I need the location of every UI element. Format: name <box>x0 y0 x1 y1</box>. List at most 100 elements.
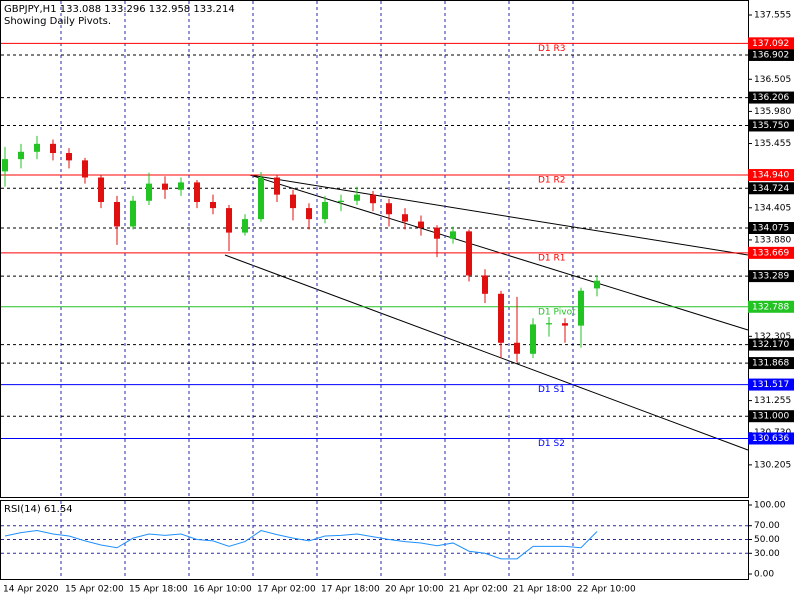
candle-body <box>18 151 24 160</box>
level-box <box>748 338 794 351</box>
y-tick-label: 136.505 <box>754 75 791 85</box>
candle-body <box>466 231 472 276</box>
candle-body <box>450 231 456 239</box>
candle-body <box>82 160 88 178</box>
main-frame <box>0 0 749 498</box>
pivot-label: 134.940 <box>752 171 789 181</box>
candle-body <box>386 203 392 215</box>
level-box <box>748 91 794 104</box>
pivot-box <box>748 378 794 391</box>
candle-body <box>530 324 536 354</box>
pivot-box <box>748 246 794 259</box>
candle-body <box>402 214 408 222</box>
candle-body <box>50 143 56 154</box>
candle-body <box>338 200 344 202</box>
x-tick-label: 14 Apr 2020 <box>3 585 59 595</box>
x-tick-label: 21 Apr 02:00 <box>449 585 508 595</box>
y-tick-label: 131.255 <box>754 396 791 406</box>
pivot-name: D1 Pivot <box>538 307 576 317</box>
x-tick-label: 20 Apr 10:00 <box>385 585 444 595</box>
pivot-name: D1 R1 <box>538 253 566 263</box>
candle-body <box>66 153 72 161</box>
pivot-label: 131.517 <box>752 380 789 390</box>
level-box <box>748 270 794 283</box>
candle-body <box>210 201 216 209</box>
y-tick-label: 135.980 <box>754 107 791 117</box>
rsi-title: RSI(14) 61.54 <box>4 504 73 515</box>
candle-body <box>322 201 328 220</box>
y-tick-label: 132.305 <box>754 332 791 342</box>
rsi-tick-label: 50.00 <box>754 535 780 545</box>
x-tick-label: 17 Apr 02:00 <box>257 585 316 595</box>
level-label: 135.750 <box>752 121 789 131</box>
level-box <box>748 410 794 423</box>
candle-body <box>594 280 600 289</box>
level-box <box>748 357 794 370</box>
trend-line <box>224 254 749 451</box>
x-tick-label: 22 Apr 10:00 <box>577 585 636 595</box>
candle-body <box>226 208 232 233</box>
y-tick-label: 130.205 <box>754 460 791 470</box>
candle-body <box>242 219 248 233</box>
candle-body <box>274 177 280 195</box>
rsi-tick-label: 70.00 <box>754 521 780 531</box>
candle-body <box>146 183 152 201</box>
y-tick-label: 134.405 <box>754 203 791 213</box>
chart-subtitle: Showing Daily Pivots. <box>4 16 111 27</box>
candle-body <box>370 194 376 204</box>
x-tick-label: 21 Apr 18:00 <box>513 585 572 595</box>
candle-body <box>98 177 104 202</box>
candle-body <box>578 290 584 326</box>
level-label: 132.170 <box>752 340 789 350</box>
y-tick-label: 133.880 <box>754 235 791 245</box>
candle-body <box>34 143 40 152</box>
pivot-box <box>748 169 794 182</box>
candle-body <box>514 342 520 354</box>
candle-body <box>434 227 440 239</box>
pivot-label: 130.636 <box>752 434 789 444</box>
level-label: 134.724 <box>752 184 789 194</box>
level-label: 131.000 <box>752 412 789 422</box>
level-label: 136.902 <box>752 50 789 60</box>
pivot-label: 133.669 <box>752 248 789 258</box>
level-label: 131.868 <box>752 359 789 369</box>
candle-body <box>2 159 8 172</box>
chart-title: GBPJPY,H1 133.088 133.296 132.958 133.21… <box>4 4 235 15</box>
candle-body <box>546 323 552 325</box>
level-box <box>748 182 794 195</box>
candle-body <box>130 200 136 227</box>
candle-body <box>306 208 312 220</box>
rsi-line <box>4 529 598 560</box>
y-tick-label: 137.555 <box>754 10 791 20</box>
pivot-name: D1 S2 <box>538 439 565 449</box>
candle-body <box>114 201 120 227</box>
x-tick-label: 15 Apr 18:00 <box>129 585 188 595</box>
candle-body <box>290 194 296 209</box>
pivot-box <box>748 300 794 313</box>
pivot-label: 132.788 <box>752 302 789 312</box>
pivot-name: D1 R2 <box>538 176 566 186</box>
rsi-tick-label: 100.00 <box>754 501 786 511</box>
level-label: 134.075 <box>752 223 789 233</box>
candle-body <box>258 177 264 220</box>
pivot-box <box>748 37 794 50</box>
candle-body <box>354 194 360 201</box>
level-box <box>748 221 794 234</box>
candle-body <box>194 182 200 202</box>
pivot-label: 137.092 <box>752 39 789 49</box>
y-tick-label: 135.455 <box>754 139 791 149</box>
x-tick-label: 17 Apr 18:00 <box>321 585 380 595</box>
pivot-name: D1 R3 <box>538 44 566 54</box>
x-tick-label: 16 Apr 10:00 <box>193 585 252 595</box>
candle-body <box>178 182 184 190</box>
candle-body <box>482 275 488 294</box>
candle-body <box>562 323 568 326</box>
level-label: 133.289 <box>752 272 789 282</box>
rsi-tick-label: 30.00 <box>754 549 780 559</box>
rsi-tick-label: 0.00 <box>754 570 774 580</box>
level-box <box>748 48 794 61</box>
level-box <box>748 119 794 132</box>
pivot-name: D1 S1 <box>538 385 565 395</box>
pivot-box <box>748 432 794 445</box>
